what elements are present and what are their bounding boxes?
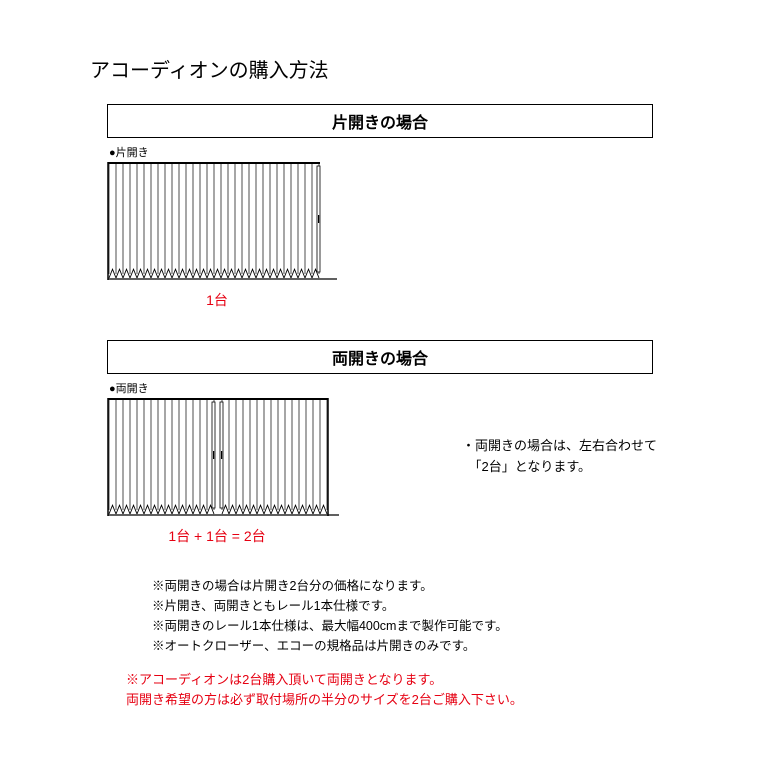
section-double: 両開きの場合 ●両開き ・両開きの場合は、左右合わせて 「2台」となります。 1… xyxy=(107,340,653,546)
count-label-double: 1台 + 1台 = 2台 xyxy=(107,526,327,546)
side-note-line1: ・両開きの場合は、左右合わせて xyxy=(462,436,742,457)
notes-block: ※両開きの場合は片開き2台分の価格になります。 ※片開き、両開きともレール1本仕… xyxy=(152,576,508,656)
curtain-double-illustration: ・両開きの場合は、左右合わせて 「2台」となります。 xyxy=(107,398,653,518)
emphasis-notes: ※アコーディオンは2台購入頂いて両開きとなります。 両開き希望の方は必ず取付場所… xyxy=(126,670,523,710)
emph-line: 両開き希望の方は必ず取付場所の半分のサイズを2台ご購入下さい。 xyxy=(126,690,523,710)
side-note-double: ・両開きの場合は、左右合わせて 「2台」となります。 xyxy=(462,436,742,478)
section-single: 片開きの場合 ●片開き 1台 xyxy=(107,104,653,310)
section-header-double: 両開きの場合 xyxy=(107,340,653,374)
bullet-single: ●片開き xyxy=(109,144,653,160)
page-title: アコーディオンの購入方法 xyxy=(90,54,329,83)
note-line: ※片開き、両開きともレール1本仕様です。 xyxy=(152,596,508,616)
bullet-double: ●両開き xyxy=(109,380,653,396)
note-line: ※両開きの場合は片開き2台分の価格になります。 xyxy=(152,576,508,596)
section-header-single: 片開きの場合 xyxy=(107,104,653,138)
emph-line: ※アコーディオンは2台購入頂いて両開きとなります。 xyxy=(126,670,523,690)
count-label-single: 1台 xyxy=(107,290,327,310)
note-line: ※両開きのレール1本仕様は、最大幅400cmまで製作可能です。 xyxy=(152,616,508,636)
side-note-line2: 「2台」となります。 xyxy=(462,457,742,478)
curtain-single-illustration xyxy=(107,162,653,282)
note-line: ※オートクローザー、エコーの規格品は片開きのみです。 xyxy=(152,636,508,656)
